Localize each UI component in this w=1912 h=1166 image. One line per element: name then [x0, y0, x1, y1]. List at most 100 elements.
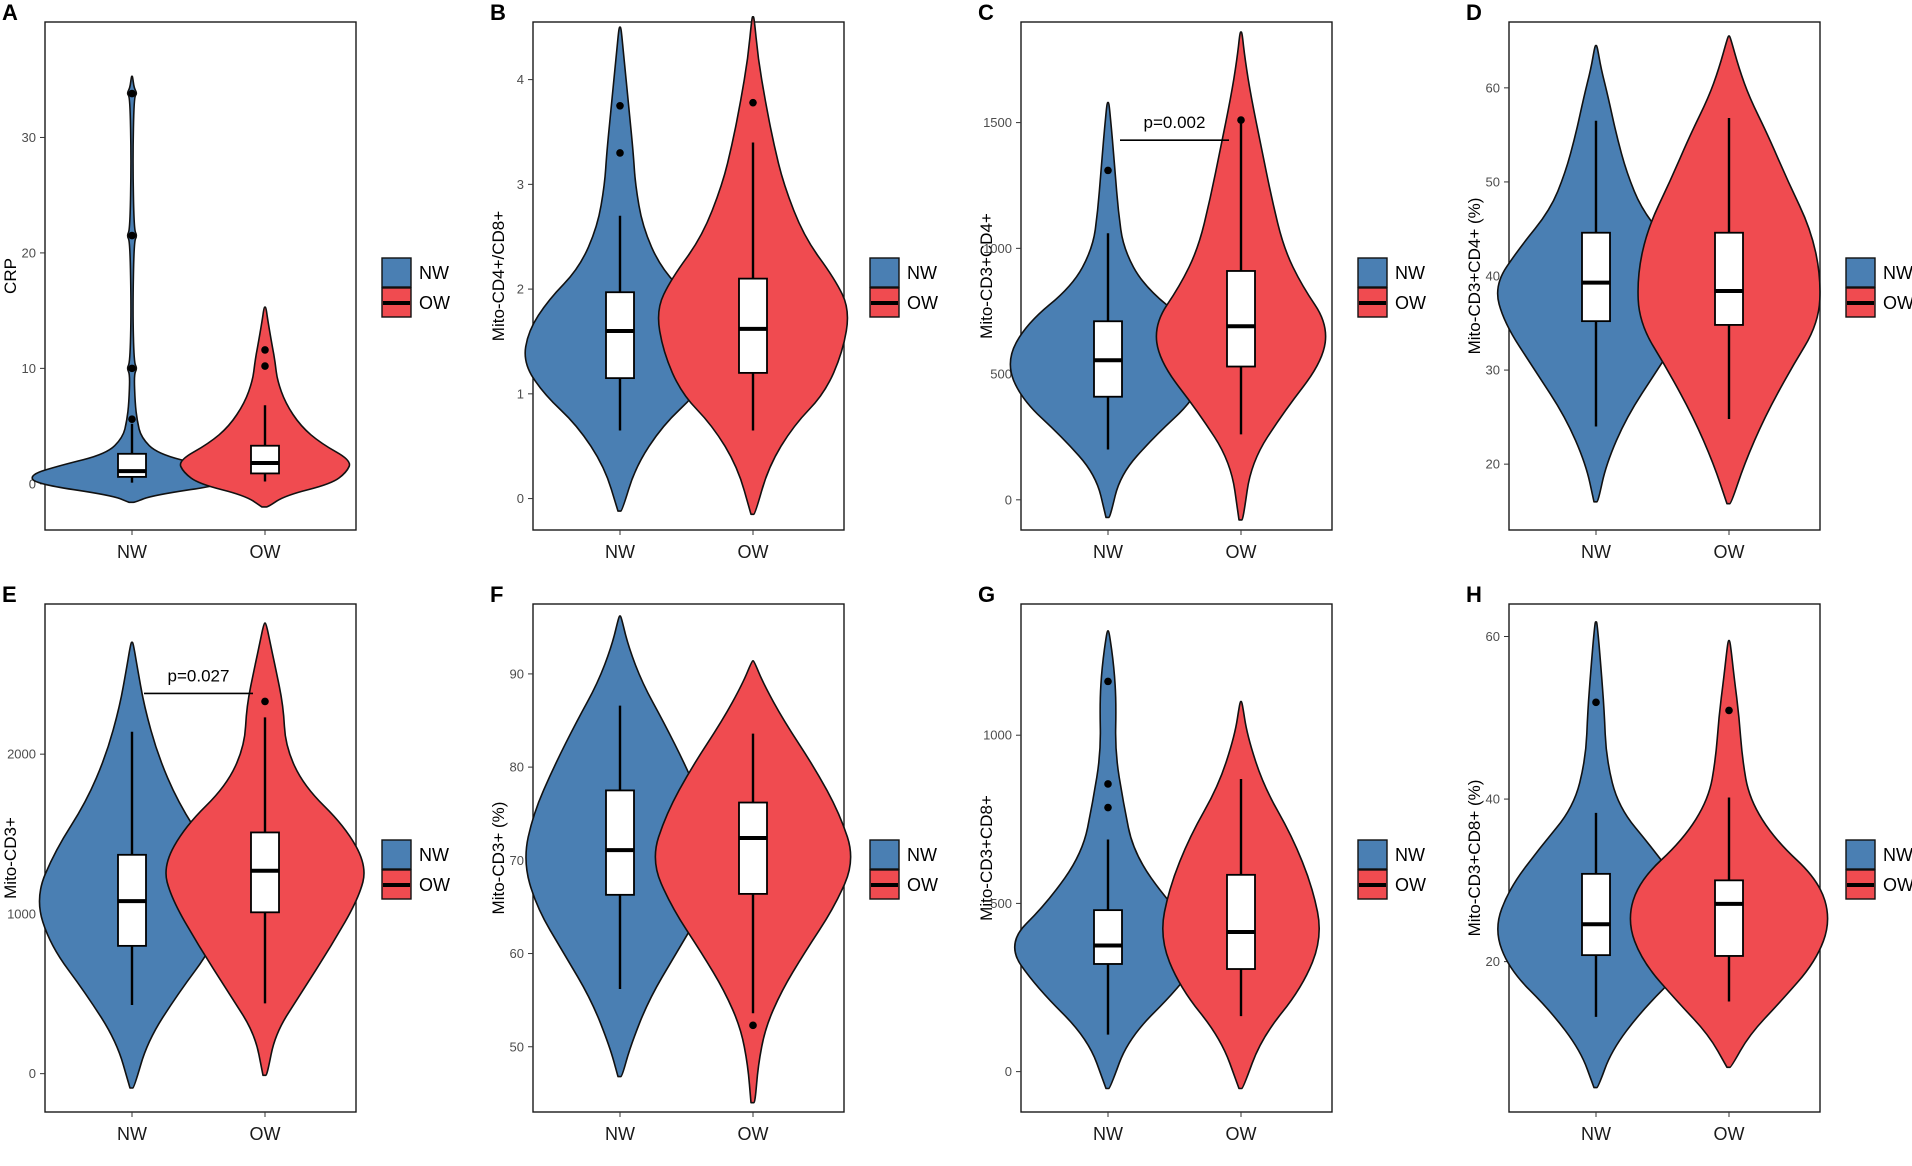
box-iqr: [1714, 231, 1744, 326]
box-iqr: [117, 452, 147, 478]
x-tick-label: OW: [1714, 1124, 1745, 1144]
y-tick-label: 20: [22, 245, 36, 260]
y-tick-label: 50: [510, 1039, 524, 1054]
panel-letter: B: [490, 0, 506, 25]
outlier-point: [1592, 698, 1600, 707]
legend-label: OW: [1395, 875, 1426, 895]
violin-nw: [31, 75, 233, 504]
box-iqr: [738, 801, 768, 895]
outlier-point: [261, 346, 269, 354]
legend-label: OW: [907, 875, 938, 895]
pvalue-label: p=0.027: [168, 666, 230, 685]
x-tick-label: NW: [605, 1124, 635, 1144]
plot-frame: [1020, 603, 1333, 1113]
panel-letter: G: [978, 582, 995, 607]
box-iqr: [1226, 873, 1256, 970]
y-axis-title: Mito-CD3+CD8+: [977, 795, 996, 921]
y-tick-label: 60: [510, 946, 524, 961]
legend-label: NW: [1395, 845, 1425, 865]
panel-b: B Mito-CD4+/CD8+ 0 1 2 3 4 NW OW NW OW: [489, 0, 938, 562]
x-tick-label: NW: [1093, 1124, 1123, 1144]
y-tick-label: 1000: [983, 728, 1012, 743]
box-iqr: [1714, 879, 1744, 957]
legend-key-nw: [1845, 257, 1876, 288]
plot-frame: [44, 21, 357, 531]
y-tick-label: 1: [517, 386, 524, 401]
outlier-point: [1237, 116, 1245, 124]
panel-letter: E: [2, 582, 17, 607]
outlier-point: [128, 231, 136, 240]
panel-letter: H: [1466, 582, 1482, 607]
panel-f: F Mito-CD3+ (%) 50 60 70 80 90 NW OW NW OW: [489, 582, 938, 1144]
y-axis-title: Mito-CD3+: [1, 817, 20, 899]
legend-key-nw: [381, 839, 412, 870]
outlier-point: [128, 89, 136, 98]
x-tick-label: NW: [605, 542, 635, 562]
legend-key-nw: [1845, 839, 1876, 870]
y-tick-label: 50: [1486, 174, 1500, 189]
y-tick-label: 0: [517, 491, 524, 506]
legend-label: OW: [1883, 875, 1912, 895]
y-tick-label: 80: [510, 760, 524, 775]
box-iqr: [605, 789, 635, 896]
outlier-point: [128, 415, 136, 423]
panel-d: D Mito-CD3+CD4+ (%) 20 30 40 50 60 NW OW NW OW: [1465, 0, 1912, 562]
y-tick-label: 10: [22, 361, 36, 376]
legend-key-nw: [381, 257, 412, 288]
x-tick-label: OW: [738, 1124, 769, 1144]
x-tick-label: NW: [1581, 1124, 1611, 1144]
x-tick-label: NW: [1093, 542, 1123, 562]
y-tick-label: 40: [1486, 269, 1500, 284]
panel-letter: C: [978, 0, 994, 25]
outlier-point: [616, 149, 624, 157]
y-tick-label: 2: [517, 282, 524, 297]
box-iqr: [250, 444, 280, 475]
plot-frame: [1020, 21, 1333, 531]
outlier-point: [749, 98, 757, 107]
y-tick-label: 1000: [983, 241, 1012, 256]
x-tick-label: OW: [250, 1124, 281, 1144]
y-axis-title: Mito-CD3+ (%): [489, 802, 508, 915]
x-tick-label: OW: [1226, 542, 1257, 562]
legend-label: OW: [1395, 293, 1426, 313]
y-axis-title: CRP: [1, 258, 20, 294]
panel-g: G Mito-CD3+CD8+ 0 500 1000 NW OW NW OW: [977, 582, 1426, 1144]
x-tick-label: NW: [117, 1124, 147, 1144]
y-axis-title: Mito-CD3+CD4+ (%): [1465, 198, 1484, 355]
panel-e: E Mito-CD3+ 0 1000 2000 NW OW p=0.027 NW OW: [1, 582, 450, 1144]
x-tick-label: OW: [250, 542, 281, 562]
y-tick-label: 30: [22, 130, 36, 145]
box-iqr: [738, 277, 768, 374]
y-tick-label: 500: [990, 367, 1012, 382]
y-tick-label: 70: [510, 853, 524, 868]
y-axis-title: Mito-CD3+CD8+ (%): [1465, 780, 1484, 937]
y-tick-label: 20: [1486, 457, 1500, 472]
legend-label: NW: [419, 845, 449, 865]
y-tick-label: 0: [1005, 1064, 1012, 1079]
legend-label: NW: [419, 263, 449, 283]
outlier-point: [1104, 780, 1112, 788]
y-tick-label: 3: [517, 177, 524, 192]
box-iqr: [1581, 231, 1611, 323]
x-tick-label: OW: [738, 542, 769, 562]
x-tick-label: OW: [1226, 1124, 1257, 1144]
panel-letter: F: [490, 582, 503, 607]
y-tick-label: 1000: [7, 906, 36, 921]
y-tick-label: 4: [517, 72, 524, 87]
box-iqr: [1581, 872, 1611, 957]
y-tick-label: 20: [1486, 954, 1500, 969]
x-tick-label: NW: [1581, 542, 1611, 562]
legend-label: OW: [907, 293, 938, 313]
outlier-point: [261, 697, 269, 706]
outlier-point: [261, 362, 269, 370]
y-tick-label: 0: [29, 476, 36, 491]
box-iqr: [1226, 270, 1256, 368]
y-tick-label: 500: [990, 896, 1012, 911]
y-tick-label: 60: [1486, 629, 1500, 644]
legend-label: NW: [1883, 845, 1912, 865]
panel-letter: D: [1466, 0, 1482, 25]
box-iqr: [605, 291, 635, 380]
box-iqr: [1093, 909, 1123, 965]
y-axis-title: Mito-CD3+CD4+: [977, 213, 996, 339]
